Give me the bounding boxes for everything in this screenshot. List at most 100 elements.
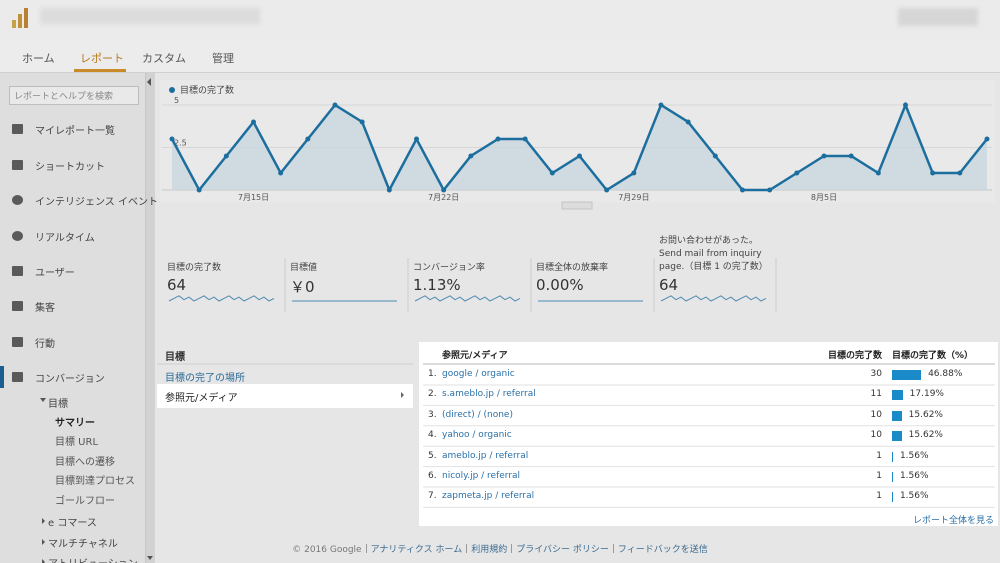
- point: [223, 153, 229, 159]
- separator: [511, 544, 513, 553]
- source-link[interactable]: (direct) / (none): [442, 409, 513, 420]
- copyright: © 2016 Google: [292, 545, 362, 555]
- legend-dot: [169, 87, 175, 93]
- footer-link[interactable]: プライバシー ポリシー: [516, 545, 609, 555]
- row-rank: 4.: [428, 430, 437, 441]
- logo-bar: [24, 8, 28, 28]
- search-box[interactable]: [9, 86, 139, 105]
- nav-tab[interactable]: ホーム: [22, 52, 55, 65]
- nav-item[interactable]: 集客: [35, 303, 55, 314]
- point: [794, 170, 800, 176]
- active-tab-underline: [74, 69, 126, 72]
- nav-tab[interactable]: 管理: [212, 52, 234, 65]
- point: [414, 136, 419, 142]
- nav-subitem[interactable]: 目標への遷移: [55, 457, 115, 468]
- nav-tab[interactable]: レポート: [80, 52, 124, 65]
- row-count: 10: [870, 430, 882, 441]
- row-rank: 7.: [428, 491, 437, 502]
- nav-item[interactable]: コンバージョン: [35, 374, 105, 385]
- scorecard-label: 目標全体の放棄率: [536, 263, 609, 273]
- share-label: 46.88%: [928, 369, 963, 379]
- share-bar: [892, 492, 893, 503]
- point: [522, 136, 528, 142]
- nav-subitem[interactable]: 目標到達プロセス: [55, 476, 135, 487]
- footer-link[interactable]: 利用規約: [471, 545, 508, 555]
- logo: [12, 8, 28, 28]
- scorecard-value: ￥0: [290, 278, 315, 296]
- nav-icon: [12, 266, 23, 276]
- panel-item[interactable]: 参照元/メディア: [165, 393, 238, 404]
- point: [441, 187, 447, 193]
- point: [903, 102, 908, 108]
- nav-item[interactable]: インテリジェンス イベント: [35, 197, 158, 208]
- sidebar-scrollbar: [145, 73, 155, 563]
- panel-item[interactable]: 目標の完了の場所: [165, 373, 245, 384]
- nav-subitem[interactable]: サマリー: [55, 418, 95, 429]
- nav-subgroup[interactable]: 目標: [48, 399, 68, 410]
- row-count: 1: [876, 450, 882, 461]
- share-bar: [892, 410, 902, 421]
- point: [169, 136, 175, 142]
- active-marker: [0, 366, 4, 388]
- source-link[interactable]: yahoo / organic: [442, 430, 512, 441]
- col-header: 目標の完了数（%）: [892, 351, 974, 361]
- point: [957, 170, 963, 176]
- point: [631, 170, 637, 176]
- point: [685, 119, 691, 125]
- footer: © 2016 Google アナリティクス ホーム 利用規約 プライバシー ポリシーフ…: [0, 542, 1000, 555]
- point: [712, 153, 718, 159]
- nav-icon: [12, 231, 23, 241]
- nav-subitem[interactable]: 目標 URL: [55, 437, 99, 448]
- scorecard-label: 目標の完了数: [167, 263, 222, 273]
- point: [359, 119, 365, 125]
- footer-link[interactable]: アナリティクス ホーム: [370, 545, 463, 555]
- point: [821, 153, 827, 159]
- share-label: 15.62%: [908, 430, 943, 441]
- full-report-link[interactable]: レポート全体を見る: [912, 516, 994, 526]
- source-link[interactable]: google / organic: [442, 369, 515, 379]
- nav-icon: [12, 301, 23, 311]
- goal-chart: 目標の完了数 2.5 5 7月15日 7月22日 7月29日 8月5日: [160, 80, 995, 210]
- point: [196, 187, 202, 193]
- nav-item[interactable]: ショートカット: [35, 162, 105, 173]
- footer-link[interactable]: フィードバックを送信: [617, 545, 708, 555]
- row-rank: 2.: [428, 389, 437, 400]
- source-link[interactable]: ameblo.jp / referral: [442, 450, 529, 461]
- point: [740, 187, 745, 193]
- nav-item[interactable]: マイレポート一覧: [35, 126, 115, 137]
- source-link[interactable]: zapmeta.jp / referral: [442, 491, 535, 502]
- point: [495, 136, 501, 142]
- point: [468, 153, 474, 159]
- point: [332, 102, 338, 108]
- share-bar: [892, 370, 922, 380]
- point: [577, 153, 582, 159]
- nav-subitem[interactable]: ゴールフロー: [55, 496, 115, 507]
- nav-subgroup[interactable]: e コマース: [48, 518, 97, 529]
- blurred-user: [898, 8, 978, 26]
- share-label: 15.62%: [908, 409, 943, 420]
- source-link[interactable]: nicoly.jp / referral: [442, 471, 521, 481]
- x-tick-label: 7月22日: [428, 193, 459, 202]
- search-placeholder: レポートとヘルプを検索: [14, 92, 114, 102]
- x-tick-label: 8月5日: [811, 193, 837, 202]
- point: [604, 187, 610, 193]
- selected-row[interactable]: [157, 384, 413, 408]
- source-link[interactable]: s.ameblo.jp / referral: [442, 389, 536, 400]
- row-rank: 6.: [428, 471, 437, 481]
- nav-tab[interactable]: カスタム: [142, 52, 186, 65]
- nav-item[interactable]: ユーザー: [35, 268, 75, 279]
- share-bar: [892, 390, 903, 401]
- legend-label: 目標の完了数: [180, 84, 234, 96]
- nav-item[interactable]: 行動: [35, 339, 55, 350]
- nav-item[interactable]: リアルタイム: [35, 233, 95, 244]
- y-tick-label: 2.5: [174, 139, 187, 148]
- point: [251, 119, 256, 125]
- nav-subgroup[interactable]: アトリビューション: [48, 555, 138, 563]
- share-bar: [892, 472, 893, 482]
- nav-subgroup[interactable]: マルチチャネル: [48, 539, 118, 550]
- y-tick-label: 5: [174, 96, 179, 105]
- scorecard-label: お問い合わせがあった。Send mail from inquiry page.（…: [659, 236, 768, 272]
- point: [848, 153, 854, 159]
- sparkline: [414, 295, 521, 302]
